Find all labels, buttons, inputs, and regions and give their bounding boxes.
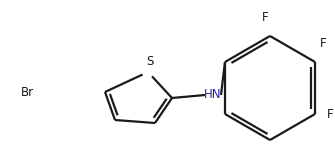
Text: Br: Br <box>21 86 34 99</box>
Text: HN: HN <box>204 89 222 102</box>
Text: S: S <box>146 55 154 68</box>
Text: F: F <box>327 107 334 120</box>
Text: F: F <box>262 11 268 24</box>
Text: F: F <box>320 37 326 50</box>
